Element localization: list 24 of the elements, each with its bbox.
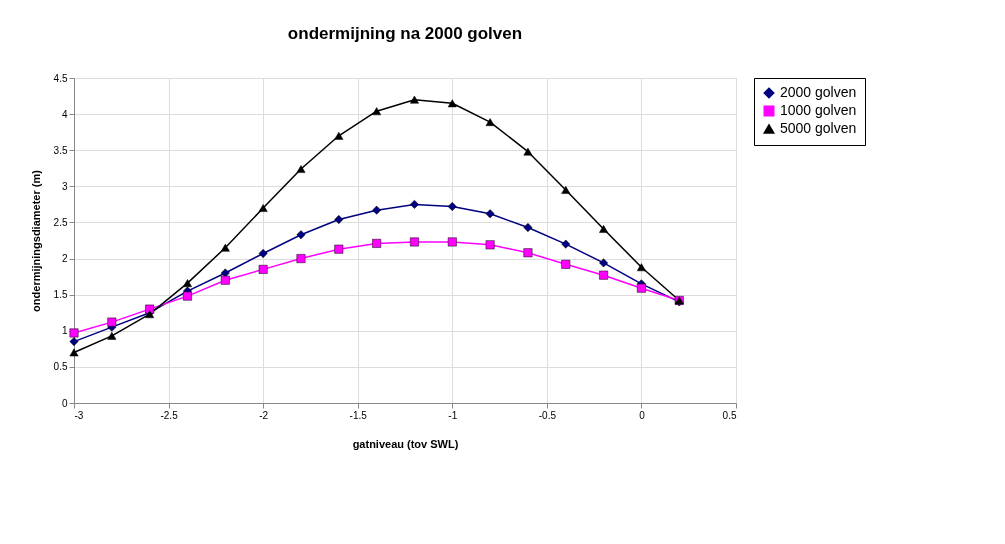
- x-tick-label: -2: [259, 409, 269, 421]
- y-axis-title: ondermijningsdiameter (m): [29, 169, 42, 312]
- x-tick-label: -1: [448, 409, 458, 421]
- y-tick-label: 4.5: [53, 72, 68, 84]
- x-tick-label: -2.5: [160, 409, 179, 421]
- x-tick-label: -1.5: [349, 409, 368, 421]
- x-axis-title: gatniveau (tov SWL): [352, 437, 459, 450]
- y-tick-label: 3.5: [53, 144, 68, 156]
- y-tick-label: 3: [61, 180, 68, 192]
- y-tick-label: 0: [61, 397, 68, 409]
- legend-label: 5000 golven: [780, 120, 857, 136]
- x-tick-label: -3: [74, 409, 84, 421]
- x-tick-label: 0.5: [722, 409, 737, 421]
- y-tick-label: 0.5: [53, 361, 68, 373]
- legend-label: 2000 golven: [780, 84, 857, 100]
- y-tick-label: 4: [61, 108, 68, 120]
- y-tick-label: 2: [61, 253, 68, 265]
- y-tick-label: 1.5: [53, 289, 68, 301]
- legend-label: 1000 golven: [780, 102, 857, 118]
- chart-title: ondermijning na 2000 golven: [287, 24, 523, 43]
- y-tick-label: 2.5: [53, 216, 68, 228]
- x-tick-label: -0.5: [538, 409, 557, 421]
- y-tick-label: 1: [61, 325, 68, 337]
- x-tick-label: 0: [639, 409, 646, 421]
